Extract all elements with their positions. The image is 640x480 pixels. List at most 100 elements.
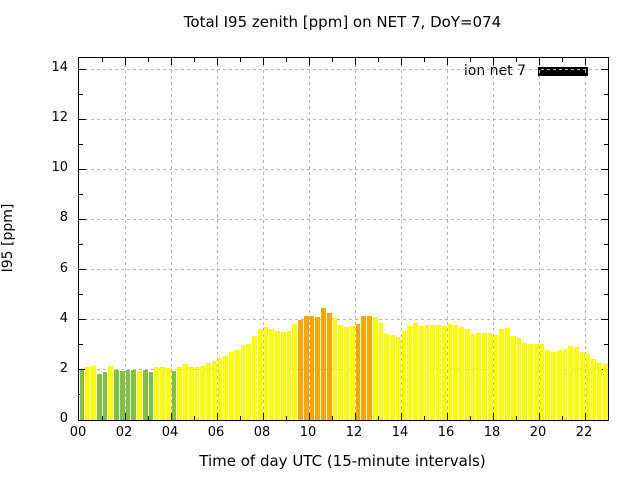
x-tick-mark [239, 416, 241, 420]
y-tick-label: 10 [51, 160, 68, 176]
x-tick-mark [446, 58, 448, 65]
bar [217, 358, 223, 420]
x-tick-mark [492, 413, 494, 420]
x-tick-mark [239, 58, 241, 62]
bar [413, 323, 418, 420]
bar [407, 326, 412, 420]
x-tick-label: 04 [161, 425, 179, 440]
x-tick-label: 14 [391, 425, 409, 440]
bar [125, 369, 131, 420]
bar [528, 344, 533, 420]
bar [493, 335, 499, 420]
x-tick-label: 18 [483, 425, 501, 440]
v-gridline [262, 58, 264, 420]
bar [137, 371, 142, 420]
x-tick-mark [216, 58, 218, 65]
x-tick-label: 08 [253, 425, 271, 440]
h-gridline [79, 168, 608, 170]
bar [499, 329, 504, 420]
v-gridline [170, 58, 172, 420]
y-tick-mark [79, 269, 86, 271]
bar [574, 347, 579, 420]
bar [171, 371, 177, 420]
bar [344, 327, 349, 420]
x-tick-mark [561, 416, 563, 420]
y-tick-label: 2 [59, 360, 68, 376]
h-gridline [79, 369, 608, 371]
bar [234, 350, 240, 420]
x-tick-mark [331, 58, 333, 62]
bar [183, 364, 188, 420]
bar [441, 326, 447, 420]
h-gridline [79, 68, 608, 70]
x-tick-mark [538, 413, 540, 420]
x-tick-label: 06 [207, 425, 225, 440]
legend: ion net 7 [464, 63, 588, 79]
bar [102, 371, 108, 420]
y-tick-label: 4 [59, 310, 68, 326]
bar [395, 337, 401, 420]
x-tick-label: 00 [69, 425, 87, 440]
y-tick-mark [601, 118, 608, 120]
h-gridline [79, 118, 608, 120]
x-tick-mark [561, 58, 563, 62]
x-tick-mark [584, 413, 586, 420]
chart-title: Total I95 zenith [ppm] on NET 7, DoY=074 [183, 13, 502, 31]
v-gridline [492, 58, 494, 420]
x-tick-mark [515, 58, 517, 62]
x-tick-mark [515, 416, 517, 420]
y-tick-label: 14 [51, 60, 68, 76]
h-gridline [79, 218, 608, 220]
bar [539, 344, 545, 420]
x-tick-mark [377, 416, 379, 420]
y-tick-mark [79, 93, 83, 95]
y-tick-mark [604, 143, 608, 145]
bar [424, 325, 430, 420]
y-tick-mark [79, 294, 83, 296]
bar [280, 332, 286, 420]
bar [338, 325, 343, 420]
x-tick-label: 22 [575, 425, 593, 440]
bar [487, 333, 493, 420]
x-tick-mark [492, 58, 494, 65]
bar [470, 334, 476, 420]
y-tick-label: 0 [59, 411, 68, 426]
bar [361, 315, 366, 420]
x-tick-mark [101, 416, 103, 420]
legend-entry-label: ion net 7 [463, 63, 526, 79]
bar [349, 326, 355, 420]
bar [200, 366, 205, 420]
bar [591, 359, 596, 420]
bar [418, 326, 424, 420]
bar [459, 327, 464, 420]
x-tick-mark [285, 416, 287, 420]
y-tick-mark [79, 218, 86, 220]
y-tick-mark [79, 143, 83, 145]
x-tick-mark [285, 58, 287, 62]
v-gridline [538, 58, 540, 420]
y-tick-mark [79, 344, 83, 346]
y-tick-mark [79, 193, 83, 195]
bar [551, 352, 556, 420]
legend-swatch [538, 66, 588, 76]
x-tick-mark [423, 58, 425, 62]
bar [533, 344, 539, 420]
bar [367, 315, 372, 420]
x-tick-mark [538, 58, 540, 65]
bar [321, 308, 326, 420]
x-tick-label: 16 [437, 425, 455, 440]
bar [602, 364, 608, 420]
bar [240, 345, 246, 420]
x-tick-mark [124, 58, 126, 65]
bar [142, 369, 148, 420]
x-tick-mark [354, 58, 356, 65]
bar [309, 315, 315, 420]
bar [91, 366, 96, 420]
bar [108, 366, 113, 420]
y-tick-label: 8 [59, 210, 68, 226]
bar [79, 369, 85, 420]
y-tick-mark [601, 269, 608, 271]
bar [211, 361, 217, 420]
bar [154, 367, 159, 420]
